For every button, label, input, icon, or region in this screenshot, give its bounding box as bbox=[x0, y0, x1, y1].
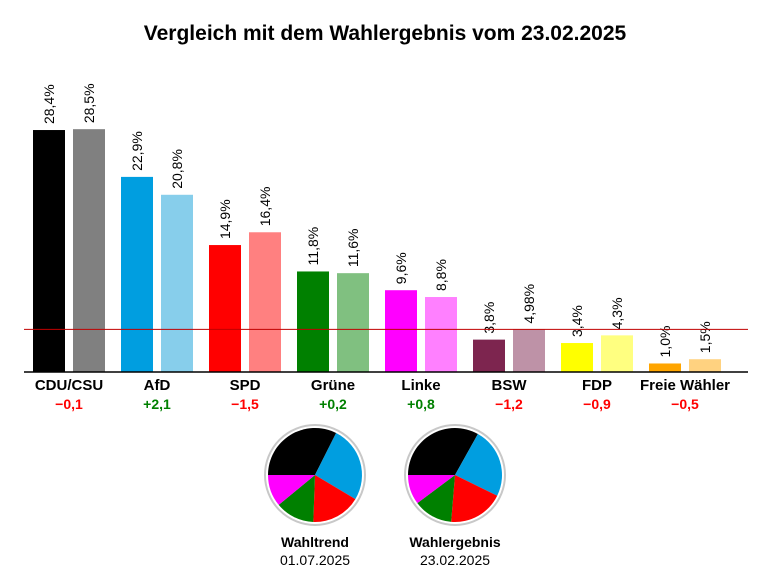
pie-charts: Wahltrend 01.07.2025 Wahlergebnis 23.02.202… bbox=[264, 424, 506, 568]
bar-result bbox=[337, 273, 369, 372]
bar-result bbox=[73, 129, 105, 372]
bar-trend bbox=[649, 363, 681, 372]
bars-group: 28,4% 28,5% 22,9% 20,8% 14,9% 16,4% 11,8% 11,6%… bbox=[33, 83, 721, 372]
bar-trend bbox=[121, 176, 153, 372]
bar-result bbox=[161, 194, 193, 372]
party-label: BSW bbox=[492, 377, 528, 394]
difference-label: −1,5 bbox=[231, 396, 259, 412]
difference-label: −0,9 bbox=[583, 396, 611, 412]
bar-trend bbox=[297, 271, 329, 372]
pie-slice bbox=[417, 475, 455, 522]
pie-slice bbox=[313, 475, 356, 522]
value-label: 16,4% bbox=[257, 187, 273, 227]
value-label: 28,4% bbox=[41, 84, 57, 124]
bar-result bbox=[513, 329, 545, 372]
pie-slice bbox=[408, 475, 455, 504]
chart-title: Vergleich mit dem Wahlergebnis vom 23.02… bbox=[144, 22, 627, 45]
party-label: CDU/CSU bbox=[35, 377, 103, 394]
value-label: 3,8% bbox=[481, 302, 497, 334]
difference-label: +0,2 bbox=[319, 396, 347, 412]
pie-slice bbox=[278, 475, 315, 522]
value-label: 28,5% bbox=[81, 83, 97, 123]
value-label: 8,8% bbox=[433, 259, 449, 291]
value-label: 4,3% bbox=[609, 297, 625, 329]
value-label: 20,8% bbox=[169, 149, 185, 189]
pie-slice bbox=[315, 433, 363, 500]
value-label: 9,6% bbox=[393, 252, 409, 284]
value-label: 11,8% bbox=[305, 227, 321, 266]
bar-trend bbox=[385, 290, 417, 372]
value-label: 14,9% bbox=[217, 199, 233, 239]
bar-result bbox=[249, 232, 281, 372]
difference-label: +2,1 bbox=[143, 396, 171, 412]
pie-slice bbox=[268, 428, 337, 475]
party-label: FDP bbox=[582, 377, 612, 394]
pie-slice bbox=[408, 428, 478, 475]
bar-result bbox=[601, 335, 633, 372]
pie-label: Wahlergebnis bbox=[409, 534, 500, 550]
pie-slice bbox=[451, 475, 498, 522]
pie-label: Wahltrend bbox=[281, 534, 349, 550]
value-label: 22,9% bbox=[129, 131, 145, 171]
difference-label: −0,5 bbox=[671, 396, 699, 412]
bar-trend bbox=[33, 130, 65, 372]
party-label: SPD bbox=[230, 377, 261, 394]
difference-label: +0,8 bbox=[407, 396, 435, 412]
difference-label: −1,2 bbox=[495, 396, 523, 412]
pie-date: 23.02.2025 bbox=[420, 552, 490, 568]
bar-result bbox=[425, 297, 457, 372]
pie-slice bbox=[455, 433, 502, 496]
value-label: 4,98% bbox=[521, 284, 537, 324]
party-label: Grüne bbox=[311, 377, 355, 394]
value-label: 1,0% bbox=[657, 326, 673, 358]
value-label: 11,6% bbox=[345, 228, 361, 267]
party-label: Freie Wähler bbox=[640, 377, 730, 394]
pie-date: 01.07.2025 bbox=[280, 552, 350, 568]
difference-label: −0,1 bbox=[55, 396, 83, 412]
bar-trend bbox=[209, 245, 241, 372]
bar-result bbox=[689, 359, 721, 372]
value-label: 3,4% bbox=[569, 305, 585, 337]
value-label: 1,5% bbox=[697, 321, 713, 353]
party-label: Linke bbox=[401, 377, 440, 394]
category-labels: CDU/CSU −0,1 AfD +2,1 SPD −1,5 Grüne +0,2 Linke +… bbox=[35, 377, 730, 412]
bar-trend bbox=[561, 343, 593, 372]
party-label: AfD bbox=[144, 377, 171, 394]
pie-slice bbox=[268, 475, 315, 505]
bar-trend bbox=[473, 339, 505, 372]
